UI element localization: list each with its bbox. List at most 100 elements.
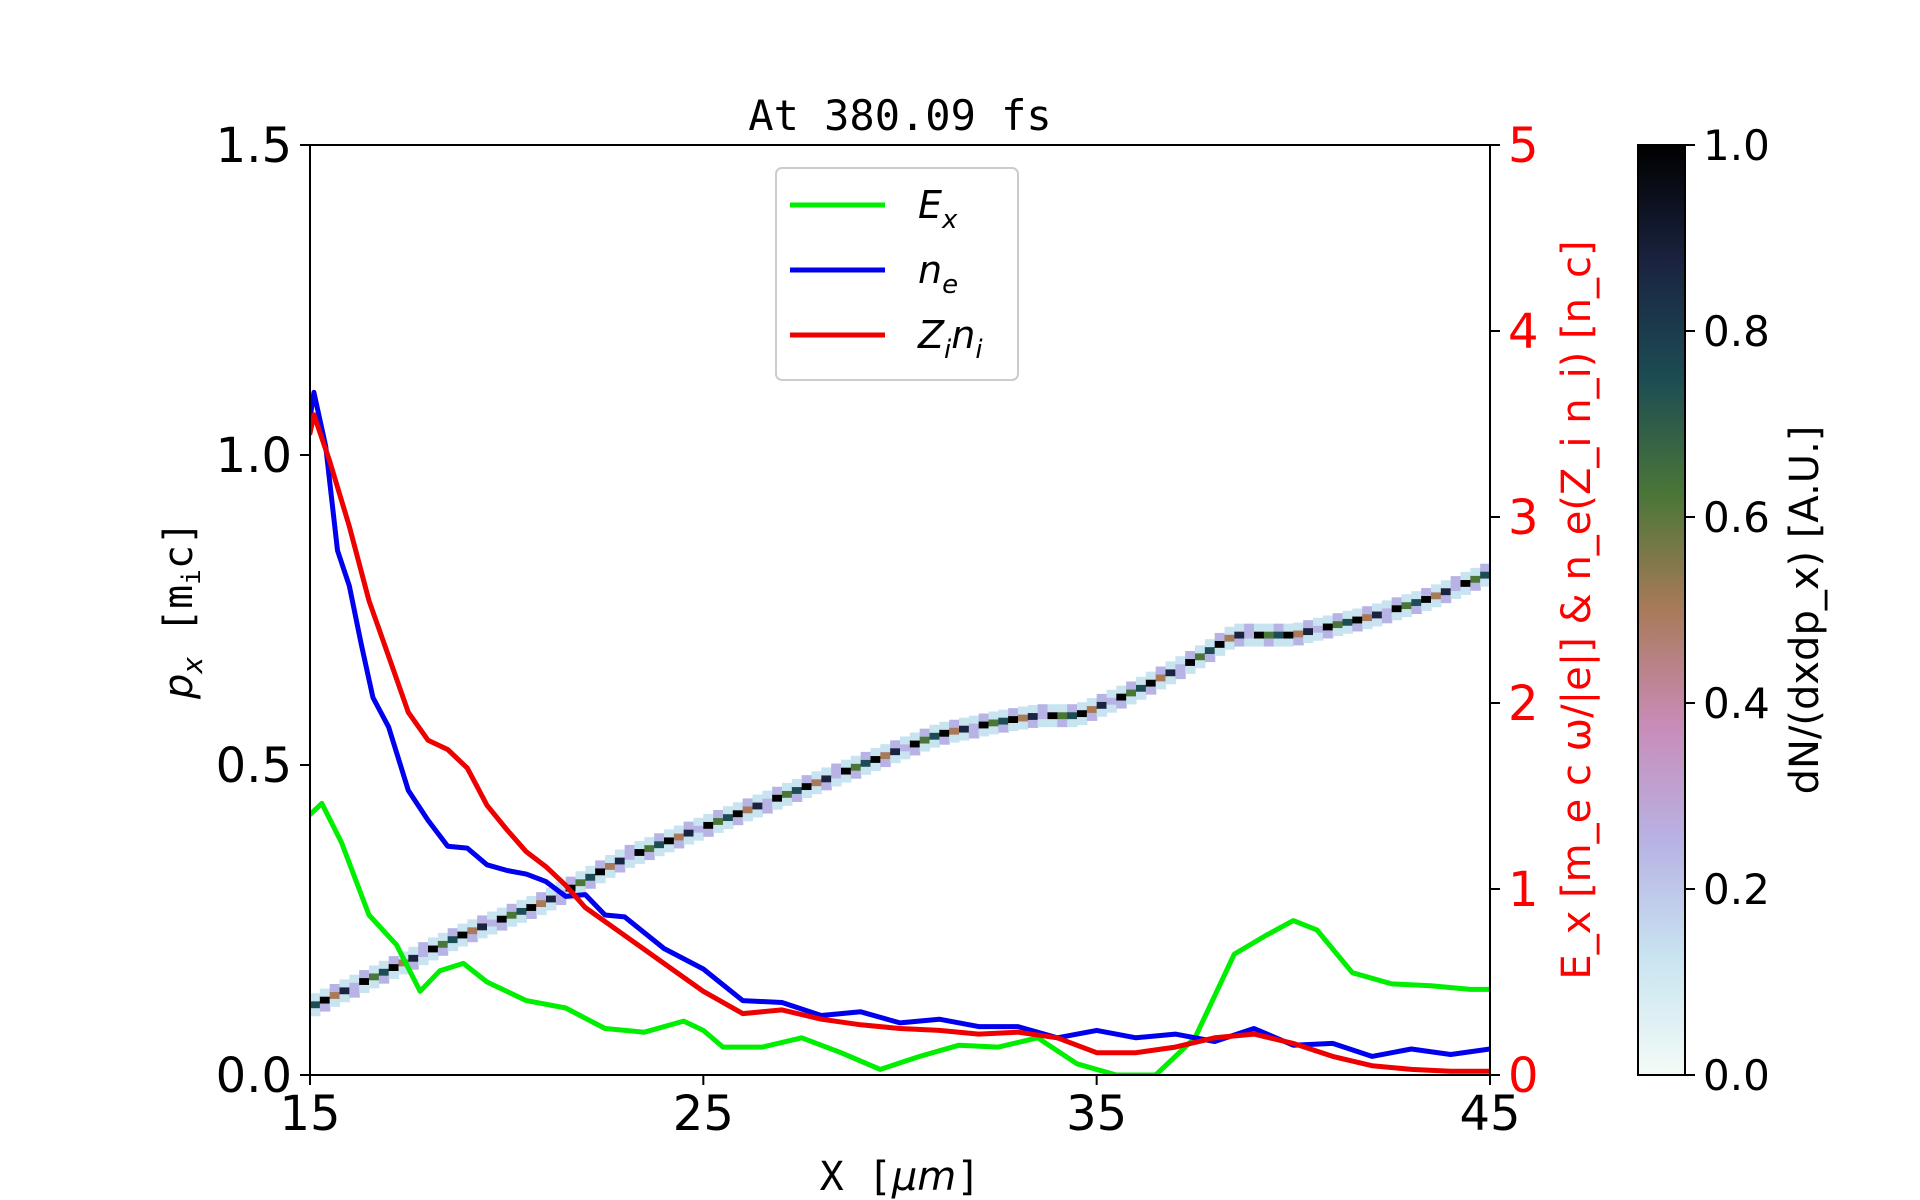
heatmap-cell [388,956,400,965]
y2-tick-label: 1 [1508,862,1539,918]
heatmap-cell [821,774,832,783]
heatmap-cell [1067,711,1078,720]
heatmap-cell [349,982,360,991]
heatmap-cell [1214,632,1226,641]
heatmap-cell [329,998,341,1007]
heatmap-cell [1175,671,1186,680]
heatmap-cell [496,922,508,931]
heatmap-cell [890,755,901,764]
heatmap-cell [1372,603,1383,612]
heatmap-cell [1027,719,1039,728]
heatmap-cell [447,928,459,937]
heatmap-cell [1381,600,1393,609]
heatmap-cell [959,725,970,734]
heatmap-cell [575,871,586,880]
heatmap-cell [1027,705,1039,714]
heatmap-cell [1057,719,1068,728]
heatmap-cell [1342,618,1353,627]
heatmap-cell [1018,714,1029,723]
heatmap-cell [1018,706,1029,715]
heatmap-cell [870,755,881,764]
heatmap-cell [929,724,940,733]
heatmap-cell [329,984,341,993]
heatmap-cell [1431,599,1442,608]
heatmap-cell [1165,668,1176,677]
colorbar-tick-label: 0.0 [1703,1051,1770,1100]
colorbar-ticks: 0.0 0.2 0.4 0.6 0.8 1.0 [1685,121,1770,1100]
heatmap-cell [772,794,783,803]
heatmap-cell [339,994,350,1003]
heatmap-cell [801,775,813,784]
heatmap-cell [1352,623,1363,632]
heatmap-cell [428,937,439,946]
heatmap-cell [614,856,626,866]
heatmap-cell [1391,604,1403,613]
heatmap-cell [1047,704,1058,713]
heatmap-cell [673,832,685,842]
heatmap-cell [1401,609,1412,618]
heatmap-cell [693,817,704,826]
heatmap-cell [467,926,478,935]
heatmap-cell [860,751,872,760]
heatmap-cell [909,732,921,741]
colorbar-label: dN/(dxdp_x) [A.U.] [1782,426,1828,795]
heatmap-cell [1431,584,1442,593]
heatmap-cell [457,938,468,947]
heatmap-cell [1155,666,1167,675]
heatmap-cell [595,860,606,869]
heatmap-cell [555,896,567,906]
heatmap-cell [634,848,645,857]
heatmap-cell [349,989,360,998]
heatmap-cell [900,736,911,745]
colorbar-tick-label: 0.4 [1703,679,1770,728]
heatmap-cell [998,717,1009,726]
heatmap-cell [595,875,606,884]
heatmap-cell [664,844,675,853]
heatmap-cell [703,813,714,822]
heatmap-cell [1303,620,1314,629]
heatmap-cell [1391,597,1403,606]
heatmap-cell [526,903,537,912]
x-axis: 15 25 35 45 [279,1075,1521,1142]
heatmap-cell [369,972,380,981]
heatmap-cell [1224,641,1235,650]
svg-text:ne: ne [918,248,958,300]
heatmap-cell [1234,623,1245,632]
heatmap-cell [968,715,980,724]
heatmap-cell [939,721,950,730]
heatmap-cell [1086,712,1098,721]
y-axis-label-left: px [mic] [156,521,209,700]
heatmap-cell [1342,625,1353,634]
heatmap-cell [1362,606,1373,615]
heatmap-cell [1155,681,1167,690]
heatmap-cell [1037,711,1049,720]
heatmap-cell [575,886,586,895]
heatmap-cell [939,736,950,745]
x-tick-label: 25 [673,1086,734,1142]
heatmap-cell [614,849,626,858]
heatmap-cell [1470,582,1481,591]
heatmap-cell [1273,623,1285,632]
heatmap-cell [634,855,645,864]
colorbar-tick-label: 0.6 [1703,493,1770,542]
heatmap-cell [349,974,360,983]
heatmap-cell [1136,676,1147,685]
heatmap-cell [1254,638,1265,647]
colorbar-tick-label: 0.8 [1703,307,1770,356]
heatmap-cell [1303,635,1314,644]
heatmap-cell [1244,638,1255,647]
heatmap-cell [1204,646,1216,655]
colorbar-tick-label: 0.2 [1703,865,1770,914]
heatmap-cell [762,805,773,814]
heatmap-cell [1332,613,1344,622]
y-tick-label: 1.0 [216,428,292,484]
heatmap-cell [1440,580,1452,589]
heatmap-cell [1106,689,1117,698]
heatmap-cell [1106,704,1117,713]
heatmap-cell [723,806,734,815]
heatmap-cell [516,914,527,923]
heatmap-cell [850,770,862,779]
heatmap-cell [870,748,881,757]
heatmap-cell [1283,638,1294,647]
